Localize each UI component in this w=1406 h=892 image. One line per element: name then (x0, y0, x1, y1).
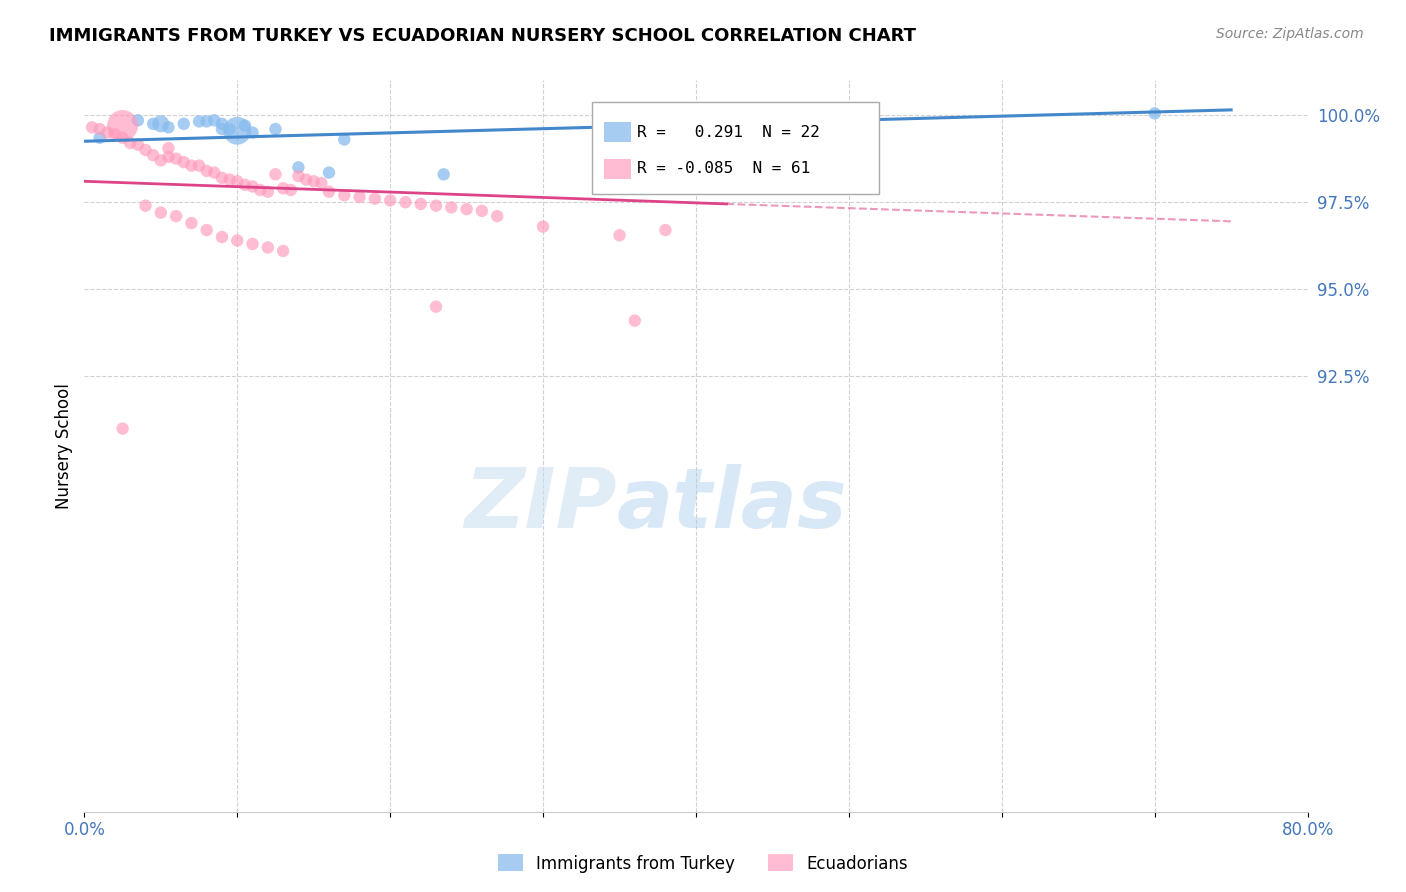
Point (249, 183, 271, 197)
Point (440, 201, 463, 215)
Point (111, 130, 134, 145)
Point (456, 202, 478, 216)
Point (471, 203, 494, 218)
Point (180, 159, 202, 173)
Point (242, 179, 264, 194)
Point (425, 199, 447, 213)
Point (349, 190, 371, 204)
Bar (605, 122, 631, 143)
Point (333, 132, 356, 146)
Point (318, 165, 340, 179)
Point (318, 185, 340, 199)
Point (311, 176, 333, 190)
Point (287, 161, 309, 175)
Point (173, 155, 195, 169)
Point (202, 113, 225, 128)
Point (89, 122, 111, 136)
Point (89, 130, 111, 145)
Point (654, 136, 676, 150)
Point (380, 194, 402, 208)
Point (242, 237, 264, 252)
Text: R =   0.291  N = 22: R = 0.291 N = 22 (637, 125, 820, 140)
Text: atlas: atlas (616, 464, 846, 545)
Point (211, 117, 233, 131)
Point (180, 216, 202, 230)
Point (218, 122, 240, 136)
Point (302, 174, 325, 188)
Point (242, 126, 264, 140)
Point (226, 124, 249, 138)
Point (157, 150, 180, 164)
Point (211, 122, 233, 136)
Point (394, 195, 416, 210)
Point (333, 188, 356, 202)
Bar (605, 159, 631, 179)
Point (127, 137, 149, 152)
Point (104, 128, 127, 142)
Point (364, 192, 387, 206)
Point (211, 230, 233, 244)
Point (157, 141, 180, 155)
Point (233, 178, 256, 192)
Point (149, 153, 172, 168)
Point (295, 172, 318, 186)
Point (226, 234, 249, 248)
Bar (592, 103, 880, 194)
Point (271, 181, 294, 195)
Point (624, 313, 647, 327)
Point (226, 174, 249, 188)
Point (111, 421, 134, 435)
Point (195, 223, 218, 237)
Point (486, 209, 509, 223)
Point (211, 170, 233, 185)
Point (409, 197, 432, 211)
Text: R = -0.085  N = 61: R = -0.085 N = 61 (637, 161, 810, 177)
Point (609, 228, 631, 243)
Text: ZIP: ZIP (464, 464, 616, 545)
Point (425, 300, 447, 314)
Point (165, 209, 187, 223)
Point (173, 117, 195, 131)
Text: Source: ZipAtlas.com: Source: ZipAtlas.com (1216, 27, 1364, 41)
Point (135, 199, 157, 213)
Point (195, 164, 218, 178)
Point (188, 159, 211, 173)
Point (195, 114, 218, 128)
Point (149, 205, 172, 219)
Point (96, 126, 118, 140)
Point (264, 122, 287, 136)
Point (287, 169, 309, 183)
Point (257, 185, 280, 199)
Point (218, 172, 240, 186)
Point (142, 117, 165, 131)
Point (111, 119, 134, 133)
Legend: Immigrants from Turkey, Ecuadorians: Immigrants from Turkey, Ecuadorians (491, 847, 915, 880)
Point (127, 113, 149, 128)
Point (165, 152, 187, 166)
Point (271, 244, 294, 258)
Point (120, 136, 142, 150)
Point (202, 165, 225, 179)
Point (257, 240, 280, 254)
Y-axis label: Nursery School: Nursery School (55, 383, 73, 509)
Point (280, 183, 302, 197)
Point (233, 119, 256, 133)
Point (1143, 106, 1166, 120)
Text: IMMIGRANTS FROM TURKEY VS ECUADORIAN NURSERY SCHOOL CORRELATION CHART: IMMIGRANTS FROM TURKEY VS ECUADORIAN NUR… (49, 27, 917, 45)
Point (264, 167, 287, 181)
Point (157, 120, 180, 135)
Point (149, 117, 172, 131)
Point (531, 219, 554, 234)
Point (188, 114, 211, 128)
Point (142, 148, 165, 162)
Point (135, 143, 157, 157)
Point (433, 167, 456, 181)
Point (80, 120, 103, 135)
Point (654, 223, 676, 237)
